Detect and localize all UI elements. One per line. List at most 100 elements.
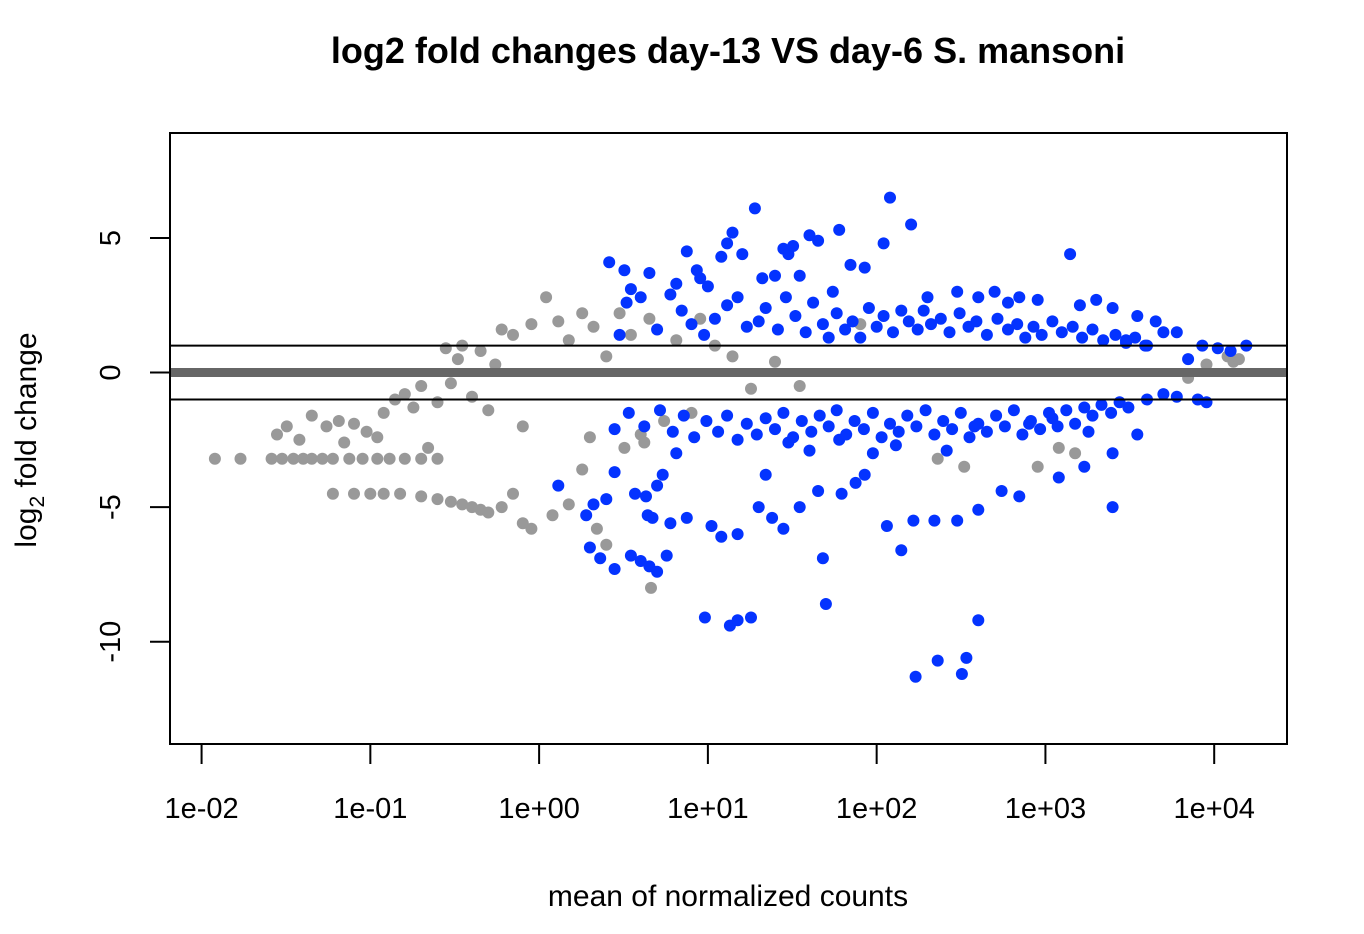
data-point	[839, 323, 852, 336]
data-point	[651, 479, 664, 492]
data-point	[620, 296, 633, 309]
data-point	[701, 280, 714, 293]
data-point	[348, 417, 360, 430]
x-axis-label: mean of normalized counts	[548, 880, 908, 913]
data-point	[1002, 296, 1014, 309]
data-point	[846, 315, 859, 328]
data-point	[980, 328, 993, 341]
data-point	[731, 291, 744, 304]
data-point	[750, 428, 763, 441]
data-point	[940, 444, 953, 457]
data-point	[895, 304, 908, 317]
data-point	[1035, 328, 1048, 341]
data-point	[991, 312, 1004, 325]
data-point	[731, 614, 744, 627]
data-point	[360, 425, 373, 438]
data-point	[1066, 320, 1079, 333]
data-point	[726, 350, 739, 363]
data-point	[793, 380, 806, 392]
data-point	[507, 487, 519, 500]
data-point	[803, 229, 816, 242]
x-tick-label: 1e+03	[1005, 793, 1086, 825]
data-point	[1131, 428, 1144, 441]
data-point	[1055, 326, 1068, 339]
data-point	[943, 326, 956, 339]
reference-lines	[170, 344, 1287, 401]
series-significant	[552, 191, 1253, 683]
data-point	[1027, 320, 1040, 333]
data-point	[540, 291, 553, 304]
data-point	[759, 468, 772, 481]
data-point	[955, 668, 968, 680]
data-point	[1211, 342, 1224, 355]
data-point	[1043, 406, 1055, 419]
data-point	[766, 511, 779, 524]
y-tick-label: 5	[95, 230, 127, 246]
data-point	[779, 291, 792, 304]
data-point	[482, 404, 495, 417]
data-point	[415, 380, 428, 392]
data-point	[816, 552, 829, 565]
data-point	[326, 487, 339, 500]
data-point	[777, 406, 790, 419]
data-point	[919, 404, 932, 417]
data-point	[1034, 423, 1047, 436]
data-point	[988, 285, 1001, 298]
data-point	[1106, 501, 1119, 514]
data-point	[516, 517, 529, 530]
data-point	[1109, 328, 1122, 341]
data-point	[580, 509, 593, 522]
data-point	[271, 428, 283, 441]
data-point	[813, 409, 826, 422]
data-point	[721, 237, 734, 250]
data-point	[666, 425, 679, 438]
data-point	[643, 312, 656, 325]
data-point	[377, 406, 390, 419]
data-point	[371, 452, 384, 465]
data-point	[1129, 331, 1142, 344]
data-point	[356, 452, 369, 465]
data-point	[972, 417, 985, 430]
data-point	[909, 670, 922, 683]
data-point	[745, 382, 757, 395]
data-point	[972, 291, 985, 304]
data-point	[348, 487, 360, 500]
data-point	[892, 425, 905, 438]
data-point	[383, 452, 396, 465]
data-point	[1157, 326, 1170, 339]
data-point	[799, 326, 812, 339]
data-point	[276, 452, 289, 465]
data-point	[618, 441, 631, 454]
data-point	[1200, 396, 1213, 409]
data-point	[1073, 299, 1086, 312]
series-not_significant	[208, 291, 1245, 594]
x-tick-label: 1e+01	[667, 793, 748, 825]
data-point	[624, 549, 637, 562]
data-point	[343, 452, 356, 465]
data-point	[332, 415, 345, 427]
data-point	[748, 202, 761, 215]
data-point	[1086, 409, 1099, 422]
data-point	[600, 538, 613, 551]
data-point	[316, 452, 329, 465]
data-point	[895, 544, 908, 557]
points-layer	[208, 191, 1253, 683]
data-point	[680, 245, 693, 258]
data-point	[320, 420, 333, 433]
data-point	[990, 409, 1003, 422]
data-point	[287, 452, 300, 465]
data-point	[712, 425, 725, 438]
data-point	[1082, 425, 1095, 438]
data-point	[698, 611, 711, 624]
data-point	[934, 312, 947, 325]
data-point	[495, 323, 508, 336]
data-point	[694, 272, 707, 285]
data-point	[371, 431, 384, 444]
data-point	[656, 468, 669, 481]
data-point	[721, 299, 734, 312]
data-point	[826, 285, 839, 298]
data-point	[651, 565, 664, 578]
data-point	[928, 428, 941, 441]
data-point	[1224, 345, 1237, 357]
data-point	[624, 328, 637, 341]
